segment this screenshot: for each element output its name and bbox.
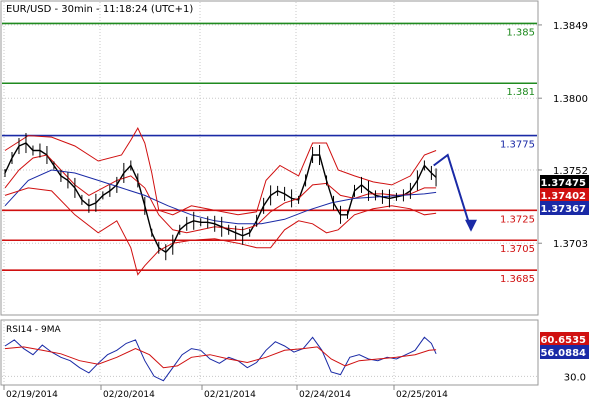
y-tick-label: 1.3849 bbox=[553, 21, 588, 32]
rsi-series bbox=[4, 336, 437, 382]
grid bbox=[2, 2, 537, 384]
x-tick-label: 02/21/2014 bbox=[204, 390, 256, 400]
level-label: 1.385 bbox=[506, 27, 535, 38]
rsi-tick-label: 30.0 bbox=[564, 372, 586, 383]
y-tick-label: 1.3800 bbox=[553, 94, 588, 105]
level-label: 1.3775 bbox=[500, 140, 535, 151]
rsi-y-axis: 30.0 bbox=[564, 372, 586, 383]
price-badge: 1.37402 bbox=[540, 191, 586, 202]
rsi-badge-bg bbox=[540, 332, 589, 346]
rsi-title: RSI14 - 9MA bbox=[6, 325, 62, 335]
price-panel bbox=[0, 0, 539, 316]
level-lines: 1.385 1.381 1.3775 1.3725 1.3705 1.3685 bbox=[2, 22, 537, 285]
level-label: 1.3725 bbox=[500, 214, 535, 225]
level-label: 1.381 bbox=[506, 87, 535, 98]
price-badge-bg bbox=[540, 175, 589, 189]
rsi-line bbox=[4, 346, 437, 369]
rsi-badge-bg bbox=[540, 345, 589, 359]
rsi-badge: 60.6535 bbox=[540, 335, 586, 346]
price-badges: 1.37475 1.37402 1.37367 60.6535 56.0884 bbox=[540, 175, 589, 359]
price-badge-bg bbox=[540, 188, 589, 202]
x-tick-label: 02/24/2014 bbox=[299, 390, 351, 400]
arrow-line bbox=[433, 153, 472, 231]
rsi-badge: 56.0884 bbox=[540, 348, 586, 359]
forecast-arrow bbox=[433, 153, 477, 232]
price-badge: 1.37367 bbox=[540, 204, 586, 215]
price-badge: 1.37475 bbox=[540, 178, 586, 189]
x-tick-label: 02/19/2014 bbox=[6, 390, 58, 400]
price-series-line bbox=[4, 169, 437, 225]
price-series-line bbox=[4, 187, 437, 276]
price-series-line bbox=[4, 127, 437, 216]
rsi-panel bbox=[0, 319, 539, 386]
y-axis: 1.3849 1.3800 1.3752 1.3703 bbox=[538, 21, 588, 250]
x-axis: 02/19/2014 02/20/2014 02/21/2014 02/24/2014… bbox=[3, 385, 448, 400]
chart-title: EUR/USD - 30min - 11:18:24 (UTC+1) bbox=[6, 4, 193, 15]
x-tick-label: 02/25/2014 bbox=[396, 390, 448, 400]
y-tick-label: 1.3703 bbox=[553, 239, 588, 250]
level-label: 1.3685 bbox=[500, 274, 535, 285]
level-label: 1.3705 bbox=[500, 244, 535, 255]
price-series bbox=[4, 127, 437, 276]
price-badge-bg bbox=[540, 201, 589, 215]
arrow-head bbox=[465, 219, 477, 232]
x-tick-label: 02/20/2014 bbox=[103, 390, 155, 400]
y-tick-label: 1.3752 bbox=[553, 166, 588, 177]
